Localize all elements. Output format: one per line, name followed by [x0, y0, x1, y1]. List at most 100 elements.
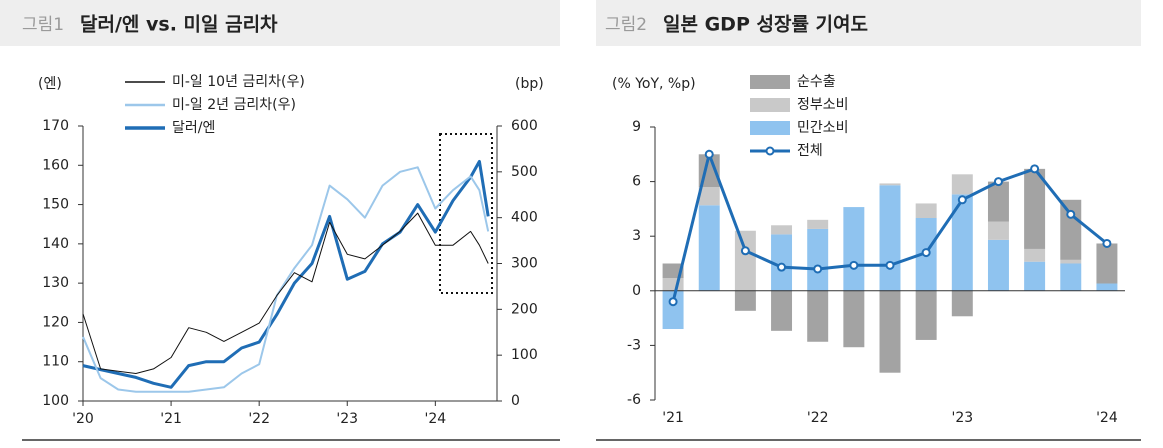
bar	[662, 278, 684, 291]
legend-label: 달러/엔	[172, 120, 215, 136]
bar	[951, 194, 973, 291]
header-bar	[596, 0, 1141, 46]
line-marker	[1030, 164, 1040, 174]
line-marker	[885, 260, 895, 270]
bar	[807, 228, 829, 291]
x-tick-label: '23	[951, 410, 973, 426]
line-marker	[813, 264, 823, 274]
y-tick-label: 9	[632, 119, 641, 135]
bar	[698, 187, 720, 206]
bar	[734, 290, 756, 311]
bar	[951, 174, 973, 195]
bar	[734, 230, 756, 291]
bar	[843, 290, 865, 348]
line-marker	[1066, 209, 1076, 219]
legend-label: 순수출	[797, 74, 836, 90]
bar	[879, 185, 901, 291]
bar	[698, 205, 720, 291]
y-tick-label: 130	[42, 275, 69, 291]
bar	[987, 221, 1009, 240]
y-tick-label: 100	[42, 393, 69, 409]
line-marker	[777, 262, 787, 272]
bar	[987, 239, 1009, 291]
legend-swatch	[750, 98, 790, 112]
y2-tick-label: 500	[511, 164, 538, 180]
line-marker	[993, 177, 1003, 187]
x-tick-label: '24	[1096, 410, 1118, 426]
bar	[771, 234, 793, 291]
bar	[1024, 168, 1046, 249]
line-series	[82, 166, 490, 393]
line-marker	[668, 297, 678, 307]
x-tick-label: '21	[662, 410, 684, 426]
bar	[1024, 248, 1046, 262]
x-tick-label: '23	[336, 411, 358, 427]
bar	[915, 203, 937, 218]
line-marker	[921, 248, 931, 258]
bar	[879, 290, 901, 373]
y2-axis-label: (bp)	[515, 76, 544, 92]
x-tick-label: '20	[72, 411, 94, 427]
chart-title: 달러/엔 vs. 미일 금리차	[80, 14, 278, 36]
highlight-box	[439, 133, 493, 294]
y-tick-label: -6	[627, 392, 641, 408]
y-tick-label: -3	[627, 337, 641, 353]
y-tick-label: 160	[42, 157, 69, 173]
y-axis-label: (% YoY, %p)	[612, 76, 696, 92]
y-tick-label: 140	[42, 236, 69, 252]
x-tick-label: '21	[160, 411, 182, 427]
bar	[1060, 199, 1082, 260]
bar	[987, 181, 1009, 222]
legend-swatch	[765, 146, 775, 156]
line-marker	[740, 246, 750, 256]
y2-tick-label: 100	[511, 347, 538, 363]
figure-label: 그림1	[22, 15, 64, 35]
chart-title: 일본 GDP 성장률 기여도	[663, 14, 868, 36]
bar	[771, 225, 793, 235]
line-series	[82, 212, 489, 374]
y2-tick-label: 300	[511, 256, 538, 272]
y2-tick-label: 400	[511, 210, 538, 226]
line-marker	[849, 260, 859, 270]
legend-swatch	[750, 121, 790, 135]
x-tick-label: '22	[807, 410, 829, 426]
line-marker	[957, 195, 967, 205]
bar	[1096, 243, 1118, 284]
legend-label: 정부소비	[797, 97, 849, 113]
bar	[879, 183, 901, 186]
legend-label: 전체	[797, 143, 823, 159]
y-tick-label: 3	[632, 228, 641, 244]
legend-label: 미-일 2년 금리차(우)	[172, 97, 296, 113]
header-bar	[0, 0, 560, 46]
bar	[1060, 263, 1082, 291]
x-tick-label: '22	[248, 411, 270, 427]
y-tick-label: 120	[42, 314, 69, 330]
bar	[843, 207, 865, 291]
bar	[1024, 261, 1046, 291]
bar	[915, 290, 937, 340]
y-tick-label: 6	[632, 174, 641, 190]
bar	[1060, 259, 1082, 264]
bar	[807, 290, 829, 342]
bar	[807, 219, 829, 229]
y-tick-label: 150	[42, 197, 69, 213]
y2-tick-label: 600	[511, 118, 538, 134]
x-tick-label: '24	[425, 411, 447, 427]
line-marker	[704, 149, 714, 159]
legend-swatch	[750, 75, 790, 89]
y-axis-label: (엔)	[38, 76, 62, 92]
legend-label: 민간소비	[797, 120, 849, 136]
figure-label: 그림2	[605, 15, 647, 35]
bar	[1096, 283, 1118, 291]
legend-label: 미-일 10년 금리차(우)	[172, 74, 305, 90]
bar	[951, 290, 973, 317]
bar	[771, 290, 793, 331]
y-tick-label: 170	[42, 118, 69, 134]
y-tick-label: 0	[632, 283, 641, 299]
y2-tick-label: 0	[511, 393, 520, 409]
bar	[662, 290, 684, 330]
line-marker	[1102, 238, 1112, 248]
y2-tick-label: 200	[511, 301, 538, 317]
y-tick-label: 110	[42, 354, 69, 370]
